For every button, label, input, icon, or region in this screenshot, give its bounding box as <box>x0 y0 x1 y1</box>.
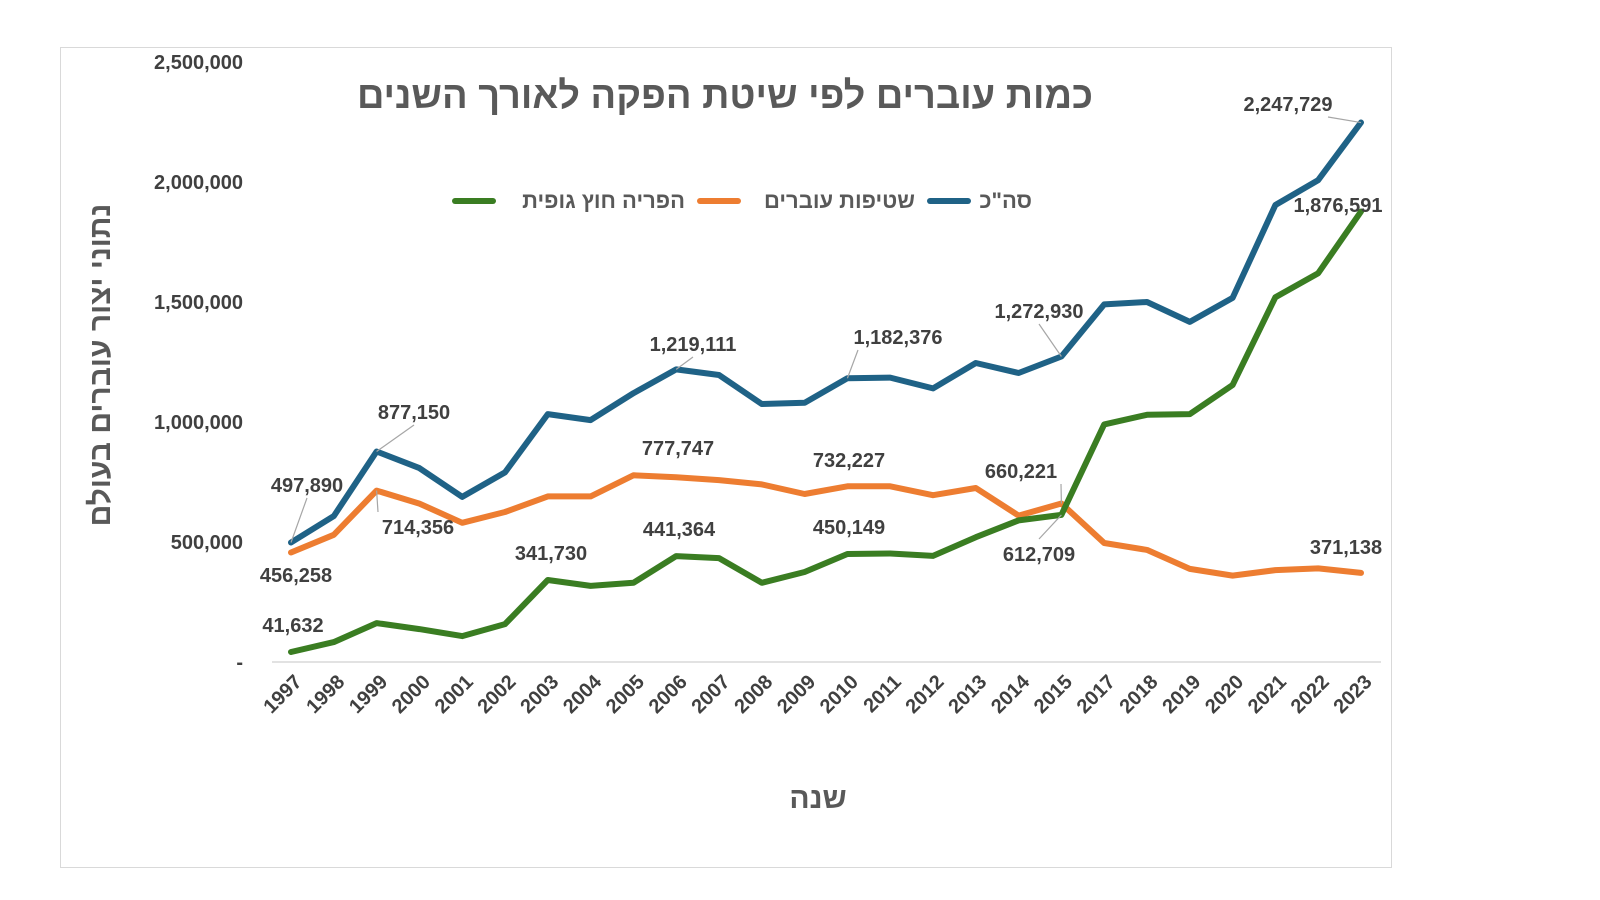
leader-line <box>1038 514 1062 540</box>
y-axis: - 500,000 1,000,000 1,500,000 2,000,000 2,500… <box>154 52 243 674</box>
y-axis-title: נתוני יצור עוברים בעולם <box>84 204 117 527</box>
y-tick-label: 1,000,000 <box>154 412 243 434</box>
data-label: 371,138 <box>1310 537 1382 559</box>
chart-frame <box>60 47 1392 868</box>
data-label: 497,890 <box>271 475 343 497</box>
leader-line <box>376 424 415 452</box>
legend-label: שטיפות עוברים <box>764 188 915 213</box>
data-label: 777,747 <box>642 438 714 460</box>
data-label: 341,730 <box>515 543 587 565</box>
chart-title: כמות עוברים לפי שיטת הפקה לאורך השנים <box>357 75 1093 117</box>
leader-line <box>1327 116 1362 124</box>
data-label: 714,356 <box>382 517 454 539</box>
y-tick-label: - <box>236 652 243 674</box>
data-label: 612,709 <box>1003 544 1075 566</box>
data-label: 441,364 <box>643 519 716 541</box>
y-tick-label: 2,000,000 <box>154 172 243 194</box>
legend-label: הפריה חוץ גופית <box>522 188 685 213</box>
legend-label: סה"כ <box>979 188 1032 213</box>
leader-line <box>290 497 308 543</box>
series-line-0 <box>288 119 1364 546</box>
legend: סה"כ שטיפות עוברים הפריה חוץ גופית <box>452 188 1032 213</box>
x-axis-title: שנה <box>789 782 846 815</box>
y-tick-label: 500,000 <box>171 532 243 554</box>
leader-line <box>675 356 694 370</box>
leader-line <box>846 349 859 379</box>
data-label: 456,258 <box>260 565 332 587</box>
leader-line <box>1038 323 1062 357</box>
leader-line <box>376 490 379 513</box>
data-label: 2,247,729 <box>1244 94 1333 116</box>
series-line-1 <box>288 472 1364 579</box>
data-label: 1,876,591 <box>1294 195 1383 217</box>
y-tick-label: 1,500,000 <box>154 292 243 314</box>
data-label: 450,149 <box>813 517 885 539</box>
data-label: 1,182,376 <box>854 327 943 349</box>
data-label: 1,272,930 <box>995 301 1084 323</box>
data-label: 877,150 <box>378 402 450 424</box>
series-line-2 <box>288 208 1364 655</box>
y-tick-label: 2,500,000 <box>154 52 243 74</box>
data-label: 41,632 <box>262 615 323 637</box>
data-label: 1,219,111 <box>650 334 737 356</box>
data-label: 732,227 <box>813 450 885 472</box>
data-label: 660,221 <box>985 461 1057 483</box>
